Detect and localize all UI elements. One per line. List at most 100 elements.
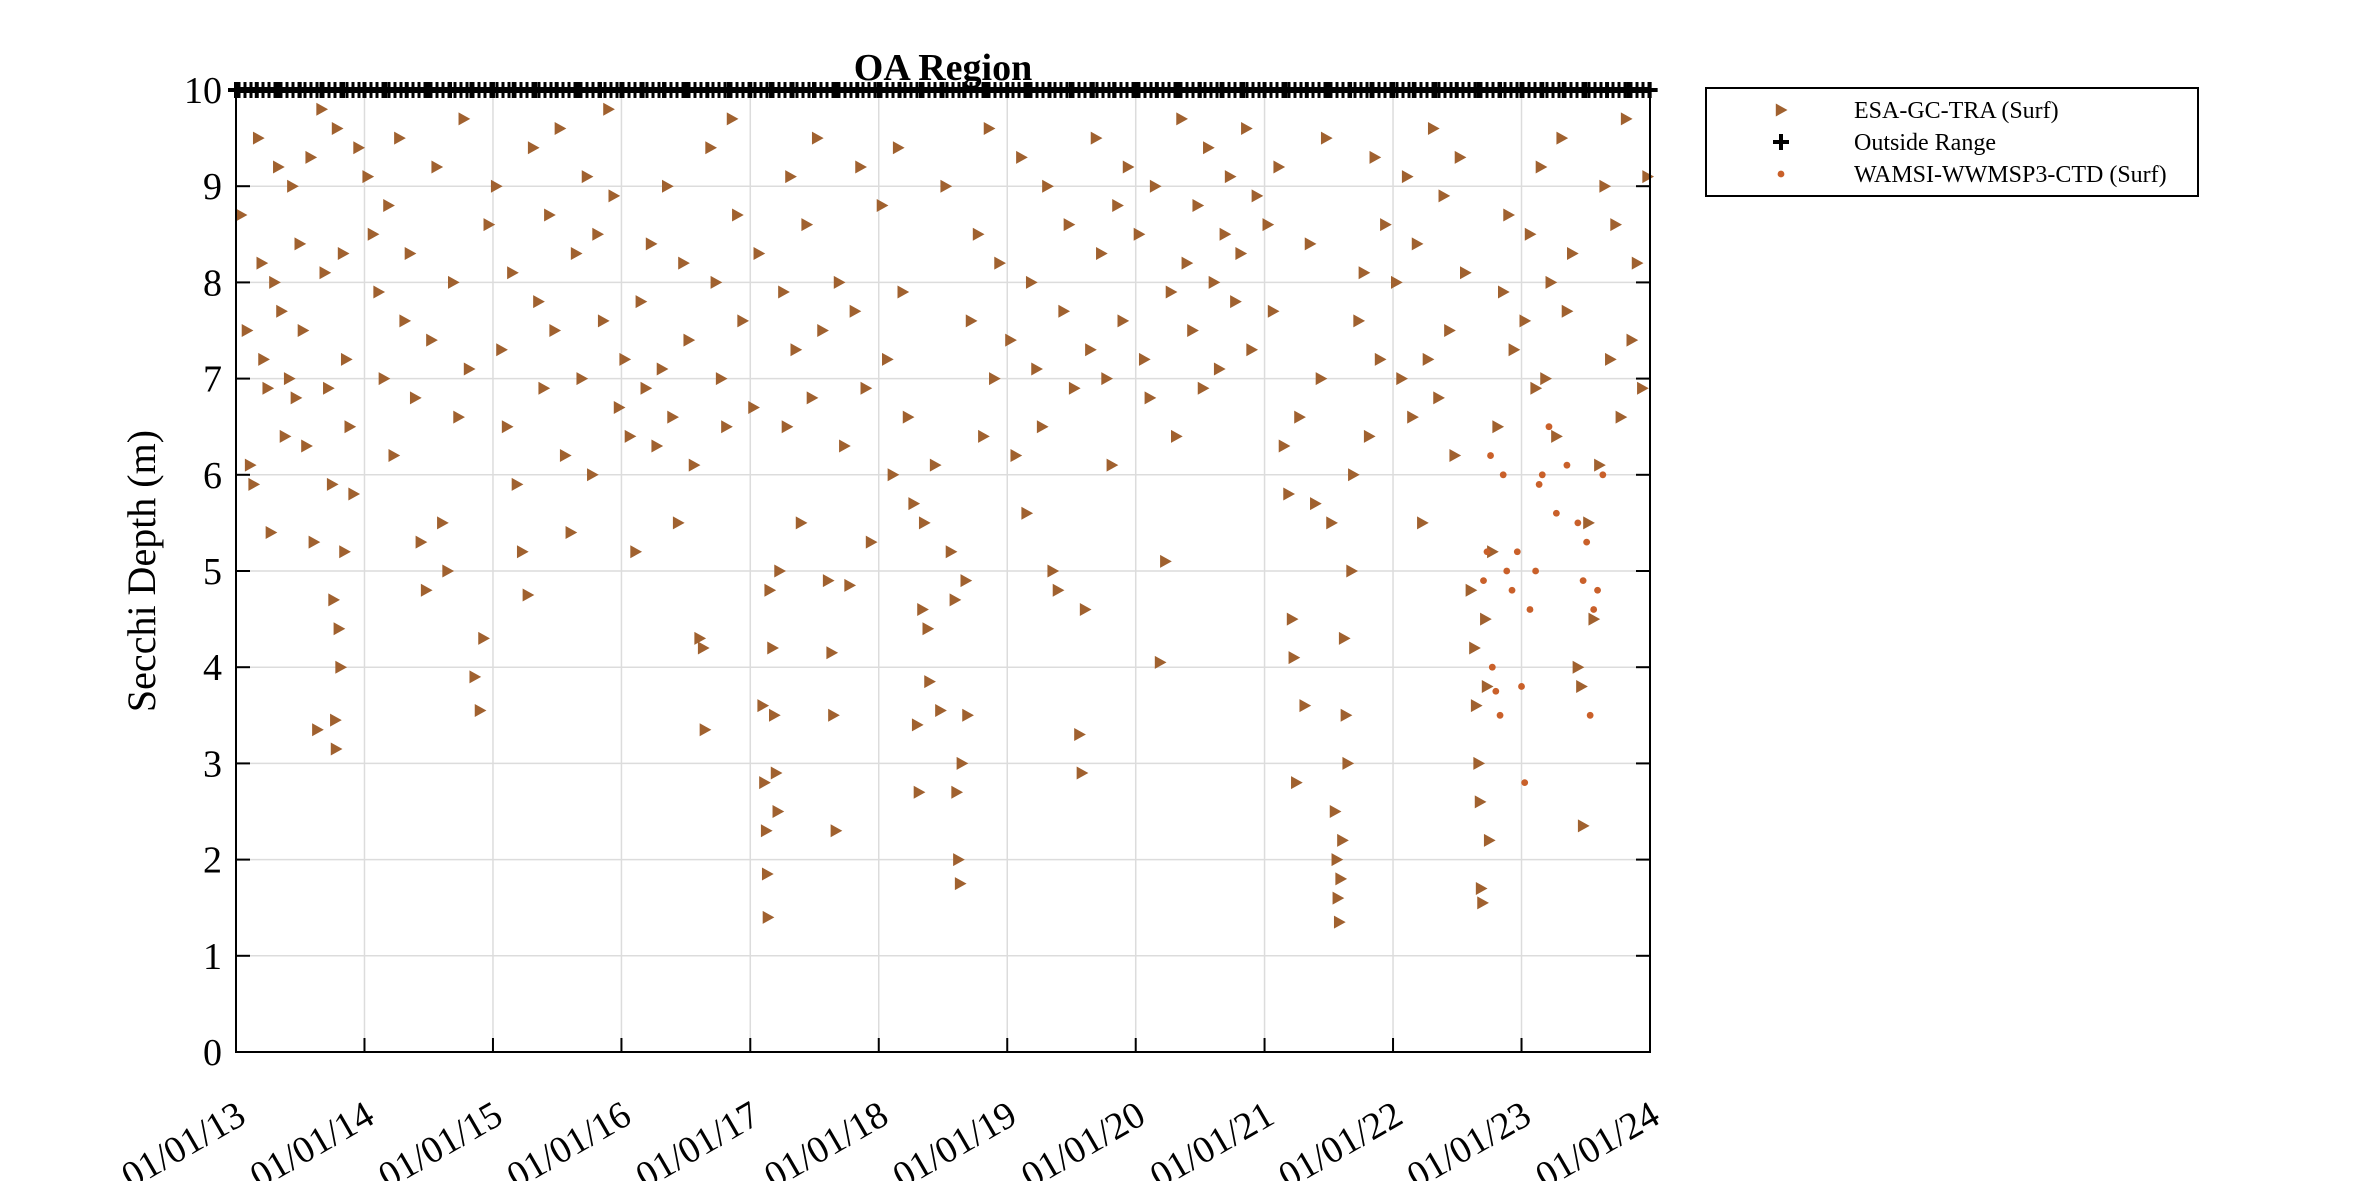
triangle-point bbox=[1477, 896, 1489, 910]
triangle-point bbox=[705, 141, 718, 155]
dot-point bbox=[1594, 586, 1601, 594]
triangle-point bbox=[1583, 516, 1595, 530]
triangle-point bbox=[913, 785, 926, 799]
triangle-point bbox=[1005, 333, 1017, 347]
legend-marker-triangle bbox=[1775, 103, 1788, 117]
triangle-point bbox=[1262, 218, 1275, 232]
triangle-point bbox=[1294, 410, 1306, 424]
triangle-point bbox=[917, 602, 929, 616]
triangle-point bbox=[1016, 150, 1028, 164]
triangle-point bbox=[1374, 352, 1387, 366]
triangle-point bbox=[962, 708, 974, 722]
dot-point bbox=[1496, 711, 1504, 719]
triangle-point bbox=[1154, 655, 1167, 669]
triangle-point bbox=[1572, 660, 1585, 674]
triangle-point bbox=[426, 333, 438, 347]
triangle-point bbox=[619, 352, 632, 366]
triangle-point bbox=[1470, 699, 1483, 713]
triangle-point bbox=[1407, 410, 1419, 424]
triangle-point bbox=[344, 420, 357, 434]
triangle-point bbox=[710, 275, 723, 289]
triangle-point bbox=[770, 766, 783, 780]
triangle-point bbox=[1203, 141, 1215, 155]
triangle-point bbox=[822, 574, 835, 588]
triangle-point bbox=[1545, 275, 1558, 289]
triangle-point bbox=[603, 102, 615, 116]
triangle-point bbox=[1320, 131, 1333, 145]
triangle-point bbox=[918, 516, 931, 530]
triangle-point bbox=[507, 266, 519, 280]
triangle-point bbox=[362, 170, 375, 184]
dot-point bbox=[1535, 481, 1543, 488]
triangle-point bbox=[1346, 564, 1359, 578]
triangle-point bbox=[458, 112, 471, 126]
triangle-point bbox=[297, 324, 310, 337]
triangle-point bbox=[597, 314, 610, 328]
dot-point bbox=[1579, 577, 1587, 585]
triangle-point bbox=[839, 439, 851, 453]
triangle-point bbox=[1380, 218, 1392, 232]
x-tick-label: 01/01/17 bbox=[629, 1093, 767, 1181]
triangle-point bbox=[265, 526, 278, 540]
triangle-point bbox=[474, 703, 487, 717]
dot-point bbox=[1513, 548, 1521, 556]
triangle-point bbox=[1176, 112, 1188, 126]
triangle-point bbox=[1338, 631, 1351, 645]
triangle-point bbox=[1577, 819, 1590, 833]
triangle-point bbox=[273, 160, 285, 174]
triangle-point bbox=[1459, 266, 1472, 280]
triangle-point bbox=[1449, 449, 1462, 463]
triangle-point bbox=[697, 641, 710, 655]
triangle-point bbox=[1219, 227, 1232, 241]
dot-point bbox=[1586, 711, 1594, 719]
triangle-point bbox=[656, 362, 669, 376]
triangle-point bbox=[1411, 237, 1424, 251]
triangle-point bbox=[1181, 256, 1194, 270]
triangle-point bbox=[544, 208, 556, 222]
triangle-point bbox=[442, 564, 455, 578]
y-tick-label: 7 bbox=[203, 359, 222, 401]
triangle-point bbox=[1340, 708, 1353, 722]
triangle-point bbox=[732, 208, 744, 222]
triangle-point bbox=[1540, 372, 1552, 386]
y-tick-label: 2 bbox=[203, 840, 222, 882]
triangle-point bbox=[833, 275, 846, 289]
triangle-point bbox=[549, 324, 562, 337]
y-tick-label: 9 bbox=[203, 166, 222, 208]
triangle-point bbox=[258, 352, 270, 366]
series-wamsi-wwmsp3-ctd bbox=[1480, 423, 1607, 787]
triangle-point bbox=[965, 314, 978, 328]
triangle-point bbox=[1480, 612, 1492, 626]
dot-point bbox=[1492, 687, 1500, 695]
triangle-point bbox=[1326, 516, 1338, 530]
dot-point bbox=[1521, 779, 1529, 787]
triangle-point bbox=[876, 198, 889, 212]
triangle-point bbox=[1273, 160, 1286, 174]
triangle-point bbox=[774, 564, 786, 578]
triangle-point bbox=[897, 285, 910, 299]
triangle-point bbox=[951, 785, 964, 799]
triangle-point bbox=[662, 179, 674, 193]
triangle-point bbox=[929, 458, 942, 472]
triangle-point bbox=[1475, 881, 1488, 895]
triangle-point bbox=[533, 295, 545, 309]
triangle-point bbox=[1058, 304, 1071, 318]
triangle-point bbox=[241, 324, 254, 337]
triangle-point bbox=[394, 131, 406, 145]
triangle-point bbox=[1031, 362, 1043, 376]
plot-marks bbox=[228, 82, 1658, 929]
triangle-point bbox=[1047, 564, 1060, 578]
triangle-point bbox=[305, 150, 318, 164]
legend-label: ESA-GC-TRA (Surf) bbox=[1854, 98, 2059, 124]
axis-ticks: 01234567891001/01/1301/01/1401/01/1501/0… bbox=[114, 70, 1666, 1181]
triangle-point bbox=[353, 141, 365, 155]
triangle-point bbox=[331, 121, 344, 135]
triangle-point bbox=[378, 372, 391, 386]
triangle-point bbox=[1213, 362, 1226, 376]
triangle-point bbox=[1246, 343, 1259, 357]
triangle-point bbox=[478, 631, 490, 645]
triangle-point bbox=[1068, 381, 1081, 395]
triangle-point bbox=[1165, 285, 1178, 299]
x-tick-label: 01/01/20 bbox=[1014, 1093, 1152, 1181]
triangle-point bbox=[1042, 179, 1054, 193]
